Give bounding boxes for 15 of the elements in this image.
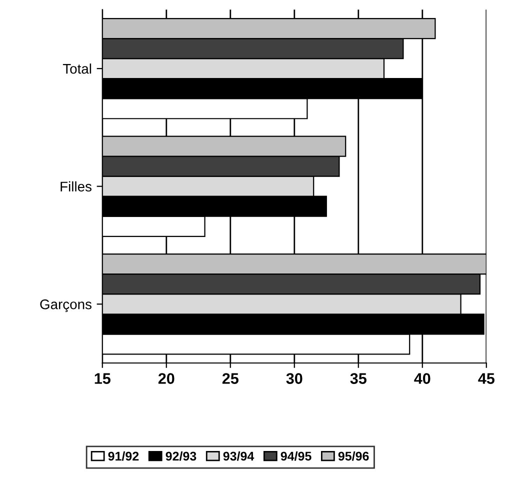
y-tick-label: Garçons — [40, 299, 92, 312]
y-tick-label: Filles — [60, 181, 92, 192]
y-tick-label: Total — [62, 64, 92, 74]
legend-label: 92/93 — [166, 451, 196, 461]
x-tick-label: 30 — [286, 373, 302, 384]
legend-label: 91/92 — [108, 451, 139, 461]
x-tick-label: 15 — [94, 373, 110, 384]
legend-label: 93/94 — [223, 451, 254, 461]
x-tick-label: 20 — [158, 373, 174, 384]
x-tick-label: 45 — [478, 373, 494, 384]
x-tick-label: 40 — [414, 373, 430, 384]
legend-label: 94/95 — [280, 451, 312, 461]
x-tick-label: 35 — [350, 373, 366, 384]
legend-label: 95/96 — [338, 451, 369, 461]
x-tick-label: 25 — [222, 373, 238, 384]
